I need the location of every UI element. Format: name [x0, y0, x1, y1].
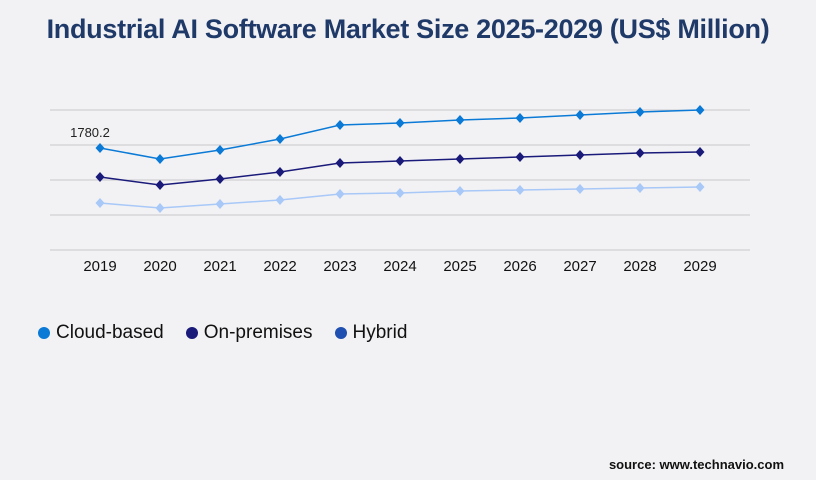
data-point: [575, 109, 585, 120]
data-point: [575, 149, 585, 160]
series-line: [99, 109, 701, 160]
data-point: [275, 194, 285, 205]
data-point: [335, 158, 345, 169]
x-tick-label: 2025: [443, 258, 476, 275]
legend-marker-icon: [38, 327, 50, 339]
data-point: [515, 151, 525, 162]
x-tick-label: 2027: [563, 258, 596, 275]
data-point: [395, 118, 405, 129]
data-point: [695, 105, 705, 115]
data-point: [335, 120, 345, 131]
data-point: [455, 153, 465, 164]
data-point: [395, 187, 405, 198]
legend: Cloud-based On-premises Hybrid: [38, 322, 407, 344]
legend-label: On-premises: [203, 322, 313, 343]
data-point: [155, 202, 165, 213]
legend-marker-icon: [334, 327, 347, 339]
data-point: [395, 156, 405, 167]
data-point: [515, 185, 525, 195]
chart-title: Industrial AI Software Market Size 2025-…: [46, 14, 770, 44]
data-point: [695, 147, 705, 158]
x-tick-label: 2020: [143, 258, 176, 275]
data-point: [455, 185, 465, 196]
data-point: [95, 142, 105, 153]
data-point: [215, 198, 225, 209]
data-point: [95, 171, 105, 182]
data-point: [275, 167, 285, 178]
line-chart: 2019 2020 2021 2022 2023 2024 2025 2026 2027 2028…: [50, 105, 750, 275]
legend-item-hybrid[interactable]: Hybrid: [334, 322, 408, 344]
data-point: [155, 180, 165, 191]
data-label: 1780.2: [70, 125, 110, 140]
x-tick-label: 2023: [323, 258, 356, 275]
data-point: [335, 189, 345, 200]
x-tick-label: 2026: [503, 258, 536, 275]
x-tick-label: 2024: [383, 258, 416, 275]
data-point: [215, 173, 225, 184]
data-point: [95, 198, 105, 209]
x-tick-label: 2028: [623, 258, 656, 275]
data-point: [155, 153, 165, 164]
legend-item-cloud-based[interactable]: Cloud-based: [38, 322, 164, 344]
data-point: [635, 107, 645, 118]
x-tick-label: 2022: [263, 258, 296, 275]
x-tick-label: 2021: [203, 258, 236, 275]
legend-label: Cloud-based: [56, 322, 164, 343]
data-point: [275, 133, 285, 144]
x-tick-label: 2029: [683, 258, 716, 275]
legend-item-on-premises[interactable]: On-premises: [185, 322, 313, 344]
legend-marker-icon: [185, 327, 198, 339]
x-tick-label: 2019: [83, 258, 116, 275]
data-point: [215, 145, 225, 155]
legend-label: Hybrid: [352, 322, 408, 343]
data-point: [575, 183, 585, 194]
data-point: [635, 182, 645, 193]
data-point: [455, 114, 465, 125]
data-point: [635, 147, 645, 158]
source-credit: source: www.technavio.com: [608, 457, 784, 472]
data-point: [695, 182, 705, 193]
data-point: [515, 112, 525, 123]
